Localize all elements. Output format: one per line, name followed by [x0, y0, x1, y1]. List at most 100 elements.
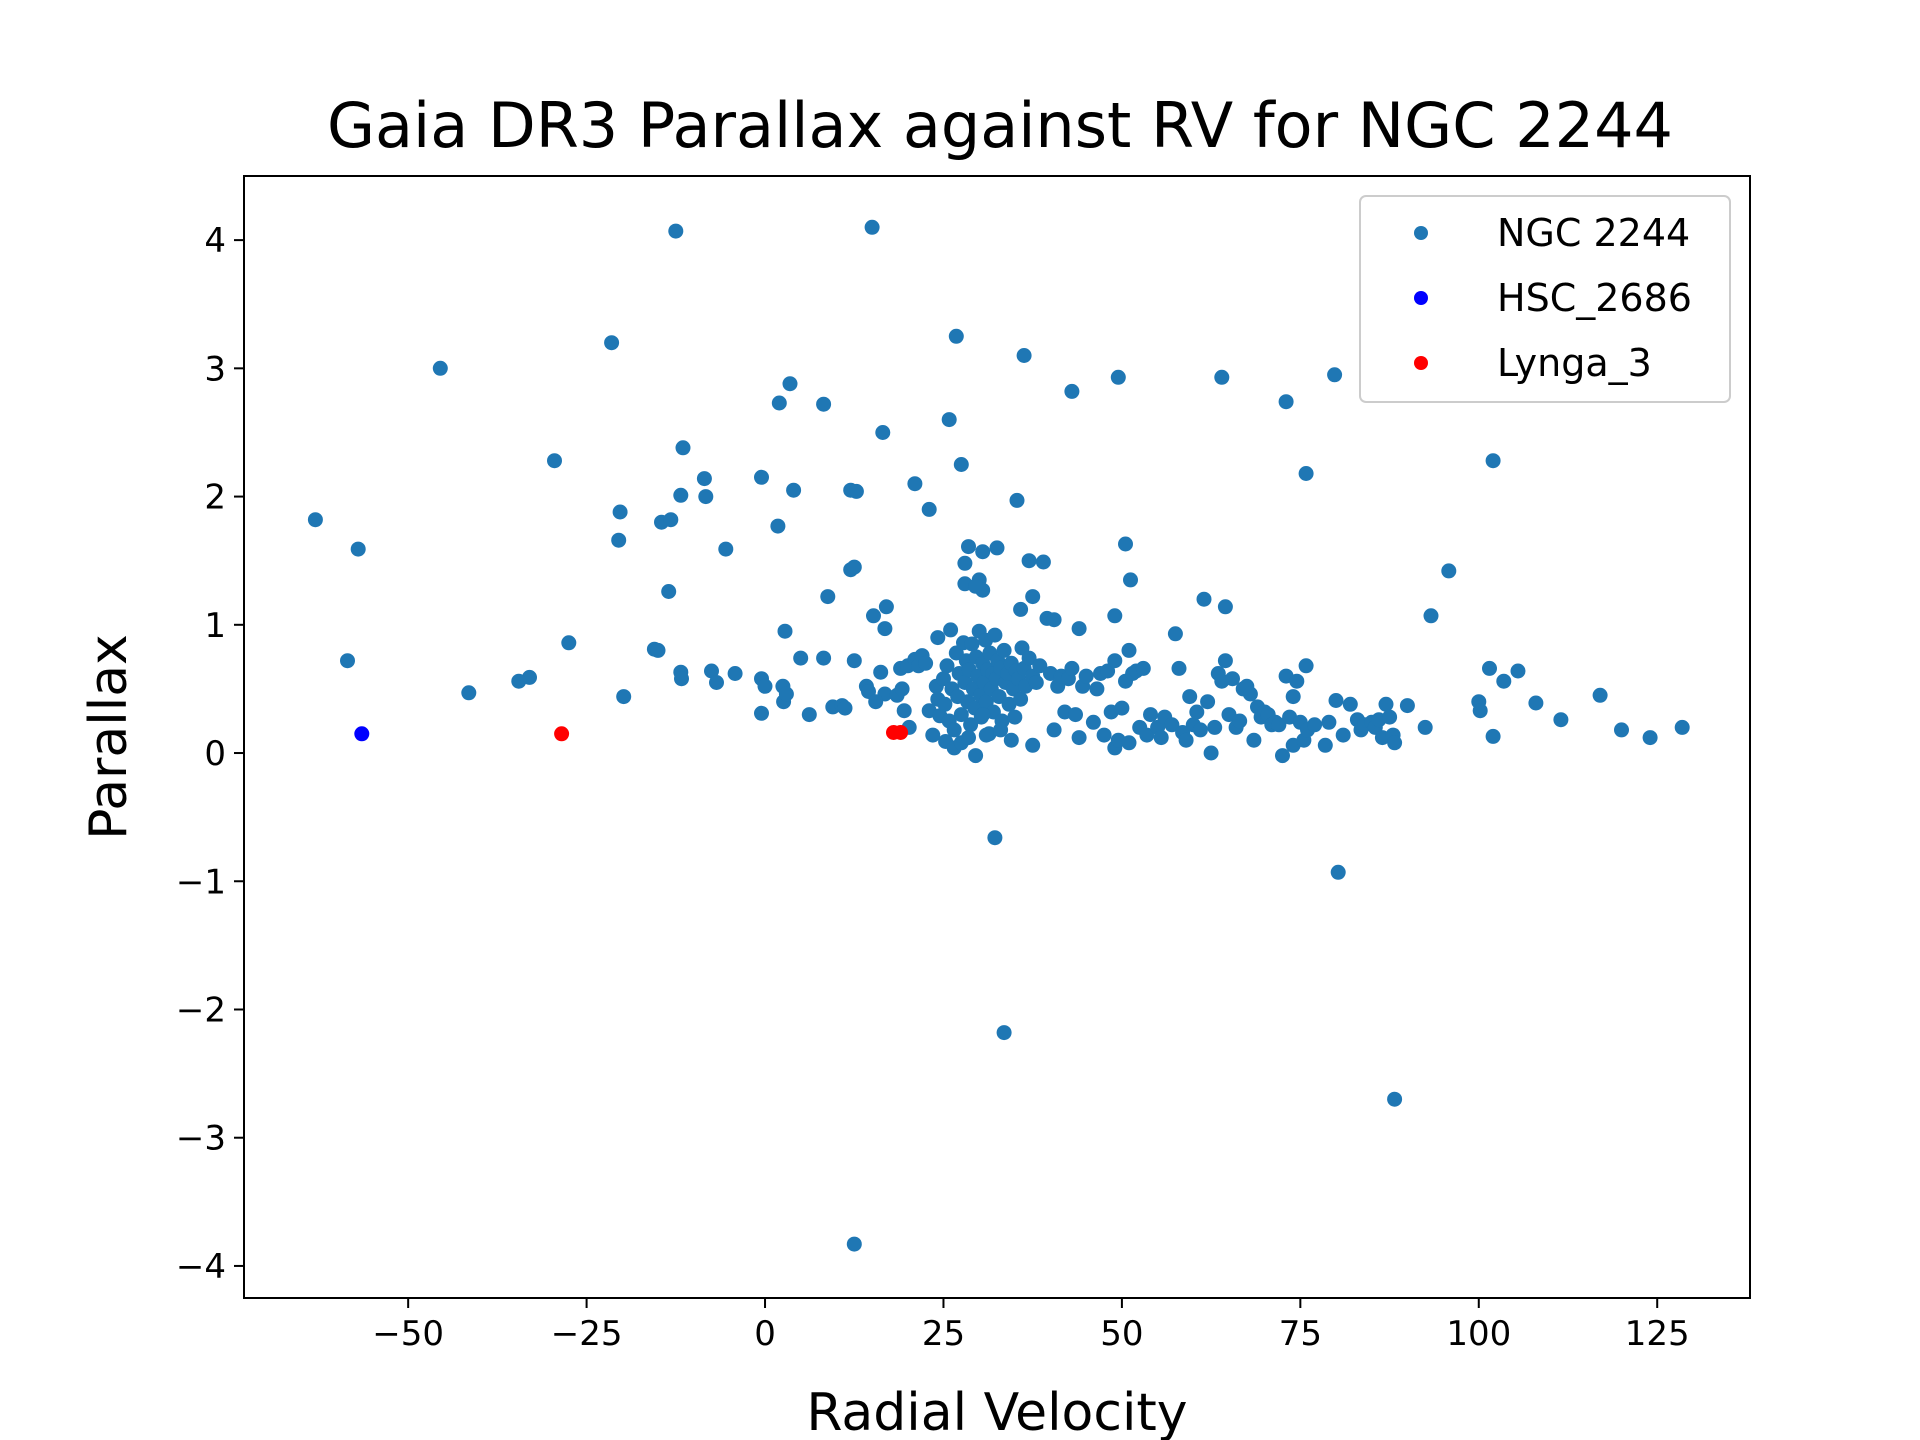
- point-ngc-2244-285: [1614, 722, 1629, 738]
- point-ngc-2244-239: [1246, 732, 1262, 748]
- point-ngc-2244-157: [996, 642, 1012, 658]
- chart-title: Gaia DR3 Parallax against RV for NGC 224…: [327, 89, 1673, 162]
- point-ngc-2244-54: [1441, 563, 1457, 579]
- point-ngc-2244-282: [1528, 695, 1544, 711]
- point-ngc-2244-3: [432, 360, 448, 376]
- y-tick-label: 0: [204, 734, 226, 774]
- point-ngc-2244-215: [1153, 730, 1169, 746]
- point-ngc-2244-47: [846, 559, 862, 575]
- x-axis-title: Radial Velocity: [806, 1383, 1187, 1440]
- y-tick-label: −4: [176, 1247, 226, 1287]
- point-ngc-2244-133: [964, 636, 980, 652]
- point-ngc-2244-122: [946, 722, 962, 738]
- point-ngc-2244-292: [846, 1236, 862, 1252]
- legend: NGC 2244 HSC_2686 Lynga_3: [1359, 195, 1731, 403]
- point-ngc-2244-182: [961, 730, 976, 746]
- point-ngc-2244-198: [1096, 727, 1112, 743]
- point-ngc-2244-277: [1472, 703, 1488, 719]
- point-ngc-2244-56: [878, 599, 894, 615]
- point-ngc-2244-28: [612, 504, 628, 520]
- point-ngc-2244-91: [837, 700, 853, 716]
- point-ngc-2244-67: [561, 635, 577, 651]
- point-ngc-2244-151: [987, 627, 1003, 643]
- point-ngc-2244-190: [1068, 707, 1083, 723]
- point-ngc-2244-6: [782, 376, 798, 392]
- legend-marker-hsc-2686: [1414, 291, 1428, 305]
- point-ngc-2244-76: [704, 663, 719, 679]
- point-ngc-2244-289: [1330, 864, 1346, 880]
- y-tick-label: 2: [204, 478, 226, 518]
- point-ngc-2244-191: [1071, 621, 1087, 637]
- point-ngc-2244-78: [727, 666, 743, 681]
- point-ngc-2244-35: [718, 541, 734, 557]
- point-ngc-2244-213: [1143, 707, 1158, 723]
- point-ngc-2244-14: [875, 425, 891, 440]
- point-ngc-2244-280: [1496, 673, 1512, 689]
- point-ngc-2244-238: [1242, 686, 1258, 702]
- point-ngc-2244-57: [866, 608, 881, 624]
- point-ngc-2244-37: [1298, 466, 1314, 481]
- point-ngc-2244-180: [1025, 737, 1041, 753]
- point-ngc-2244-271: [1382, 709, 1398, 725]
- point-ngc-2244-102: [896, 703, 912, 719]
- point-ngc-2244-286: [1642, 730, 1658, 746]
- legend-label-lynga-3: Lynga_3: [1497, 341, 1652, 385]
- point-ngc-2244-218: [1167, 626, 1183, 642]
- point-ngc-2244-11: [1214, 369, 1230, 385]
- point-ngc-2244-97: [868, 694, 884, 710]
- point-ngc-2244-43: [957, 555, 973, 571]
- points-layer: [307, 219, 1690, 1252]
- point-ngc-2244-17: [675, 440, 691, 456]
- point-ngc-2244-44: [1021, 553, 1037, 569]
- point-ngc-2244-255: [1298, 658, 1314, 674]
- point-ngc-2244-219: [1171, 660, 1187, 676]
- point-ngc-2244-257: [1307, 717, 1323, 733]
- point-ngc-2244-166: [1013, 691, 1029, 707]
- y-tick-label: −2: [176, 990, 226, 1030]
- point-ngc-2244-41: [989, 540, 1005, 556]
- y-tick-label: 3: [204, 349, 226, 389]
- point-ngc-2244-63: [1217, 599, 1233, 615]
- point-ngc-2244-9: [1064, 383, 1080, 399]
- point-ngc-2244-40: [975, 544, 991, 560]
- point-hsc-2686-0: [354, 726, 370, 742]
- point-ngc-2244-278: [1482, 660, 1497, 676]
- point-ngc-2244-178: [993, 722, 1009, 738]
- point-ngc-2244-101: [894, 681, 910, 697]
- point-ngc-2244-227: [1203, 745, 1219, 761]
- y-tick-label: −1: [176, 862, 226, 902]
- point-ngc-2244-24: [848, 483, 864, 499]
- point-ngc-2244-195: [1085, 714, 1101, 730]
- x-tick-label: 75: [1279, 1314, 1322, 1354]
- point-ngc-2244-120: [943, 622, 959, 638]
- point-ngc-2244-48: [661, 584, 677, 599]
- point-ngc-2244-170: [1021, 650, 1037, 666]
- point-ngc-2244-212: [1139, 727, 1155, 743]
- x-tick-label: 0: [754, 1314, 776, 1354]
- point-ngc-2244-39: [961, 539, 976, 555]
- x-tick-label: 100: [1446, 1314, 1511, 1354]
- legend-label-ngc-2244: NGC 2244: [1497, 211, 1690, 255]
- point-ngc-2244-22: [786, 482, 802, 498]
- point-ngc-2244-62: [1196, 591, 1212, 607]
- point-ngc-2244-290: [996, 1025, 1012, 1041]
- point-ngc-2244-258: [1317, 737, 1333, 753]
- point-ngc-2244-34: [770, 518, 786, 534]
- point-ngc-2244-75: [674, 671, 689, 687]
- point-ngc-2244-279: [1485, 728, 1501, 744]
- x-tick-label: 125: [1625, 1314, 1690, 1354]
- legend-marker-lynga-3: [1414, 356, 1428, 370]
- point-ngc-2244-45: [1035, 554, 1051, 570]
- point-ngc-2244-73: [650, 642, 666, 658]
- point-ngc-2244-287: [1674, 719, 1690, 735]
- point-ngc-2244-8: [816, 396, 832, 412]
- y-tick-label: 1: [204, 606, 226, 646]
- legend-label-hsc-2686: HSC_2686: [1497, 276, 1692, 320]
- point-ngc-2244-204: [1114, 700, 1130, 716]
- point-ngc-2244-87: [801, 707, 817, 723]
- point-ngc-2244-7: [771, 395, 787, 411]
- point-ngc-2244-250: [1285, 689, 1301, 705]
- point-ngc-2244-291: [1387, 1091, 1403, 1107]
- point-ngc-2244-118: [939, 658, 955, 674]
